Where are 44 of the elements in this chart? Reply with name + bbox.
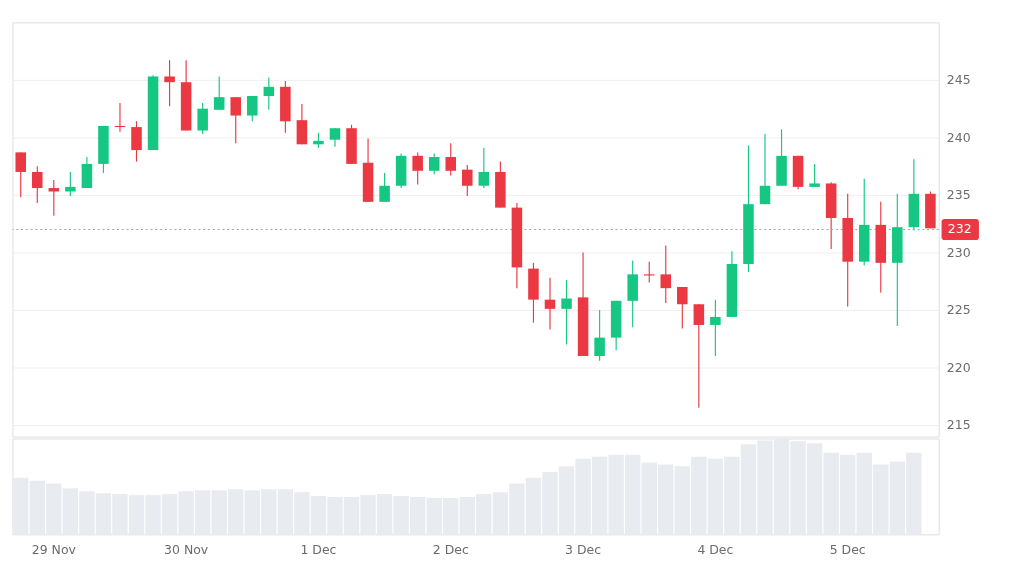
candlestick: [809, 163, 820, 188]
candlestick: [15, 151, 27, 198]
candlestick: [412, 151, 423, 186]
y-tick-label: 240: [946, 129, 971, 145]
candlestick: [197, 102, 208, 135]
candlestick: [759, 133, 771, 205]
x-tick-label: 5 Dec: [829, 542, 866, 558]
candlestick: [478, 147, 490, 189]
x-tick-label: 1 Dec: [300, 542, 337, 558]
candlestick: [693, 303, 705, 409]
candlestick: [594, 309, 605, 362]
candlestick: [677, 286, 688, 329]
candlestick: [131, 120, 142, 163]
x-tick-label: 2 Dec: [432, 542, 469, 558]
ref-line-label: 232: [947, 221, 972, 237]
candlestick: [379, 172, 390, 203]
candlestick: [65, 171, 76, 197]
candlestick: [329, 127, 341, 148]
candlestick: [561, 279, 572, 346]
candlestick: [660, 245, 672, 304]
candlestick: [164, 59, 175, 107]
x-tick-label: 30 Nov: [164, 542, 209, 558]
y-tick-label: 215: [946, 417, 971, 433]
y-tick-label: 235: [946, 187, 971, 203]
y-tick-label: 220: [946, 359, 971, 375]
x-tick-label: 4 Dec: [697, 542, 734, 558]
candlestick: [48, 179, 60, 217]
y-tick-label: 230: [946, 244, 971, 260]
candlestick: [643, 261, 655, 283]
candlestick: [247, 95, 258, 122]
candlestick: [544, 277, 556, 331]
bar: [13, 477, 29, 535]
candlestick: [462, 164, 473, 197]
candlestick: [710, 299, 721, 357]
candlestick: [263, 77, 275, 111]
y-tick-label: 225: [946, 302, 971, 318]
candlestick: [230, 96, 242, 144]
x-tick-label: 3 Dec: [565, 542, 602, 558]
x-tick-label: 29 Nov: [31, 542, 76, 558]
candlestick: [428, 152, 440, 175]
candlestick: [213, 75, 225, 111]
candlestick: [445, 142, 457, 176]
candlestick: [32, 165, 43, 204]
y-tick-label: 245: [946, 72, 971, 88]
